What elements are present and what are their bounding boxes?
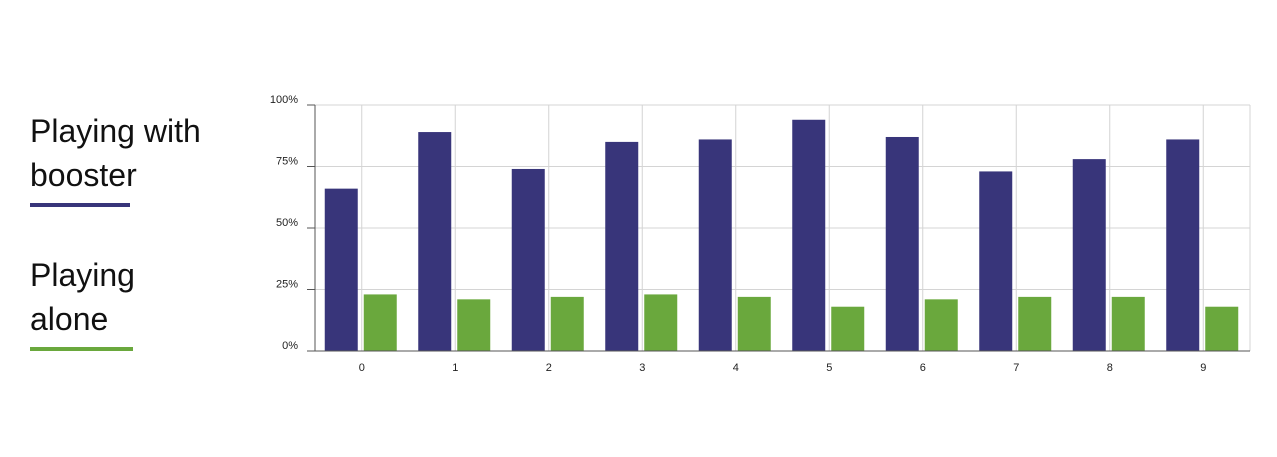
legend-item: Playing alone [30, 253, 220, 351]
bar [550, 296, 584, 351]
y-tick-label: 0% [282, 340, 298, 352]
bar [511, 168, 545, 351]
legend-swatch [30, 203, 130, 207]
legend-swatch [30, 347, 133, 351]
bar [324, 188, 358, 351]
x-tick-label: 8 [1107, 362, 1113, 374]
bar [885, 136, 919, 351]
bar [831, 306, 865, 351]
legend-label: Playing with booster [30, 113, 201, 193]
x-tick-label: 4 [733, 362, 739, 374]
y-tick-label: 50% [276, 217, 298, 229]
bar [457, 299, 491, 351]
bar [1072, 159, 1106, 351]
x-tick-label: 1 [452, 362, 458, 374]
x-tick-label: 9 [1200, 362, 1206, 374]
bar [1205, 306, 1239, 351]
bar [924, 299, 958, 351]
x-tick-label: 3 [639, 362, 645, 374]
y-tick-label: 100% [270, 94, 298, 106]
y-tick-label: 25% [276, 278, 298, 290]
x-tick-label: 7 [1013, 362, 1019, 374]
bar [605, 141, 639, 351]
y-tick-label: 75% [276, 155, 298, 167]
x-tick-label: 2 [546, 362, 552, 374]
bar [418, 132, 452, 351]
bar [644, 294, 678, 351]
bar [979, 171, 1013, 351]
bar [1018, 296, 1052, 351]
bar [1166, 139, 1200, 351]
bar [363, 294, 397, 351]
bar [1111, 296, 1145, 351]
legend-item: Playing with booster [30, 109, 220, 207]
bar [792, 119, 826, 351]
bar [698, 139, 732, 351]
bar [737, 296, 771, 351]
legend-label: Playing alone [30, 257, 135, 337]
x-tick-label: 0 [359, 362, 365, 374]
x-tick-label: 5 [826, 362, 832, 374]
x-tick-label: 6 [920, 362, 926, 374]
